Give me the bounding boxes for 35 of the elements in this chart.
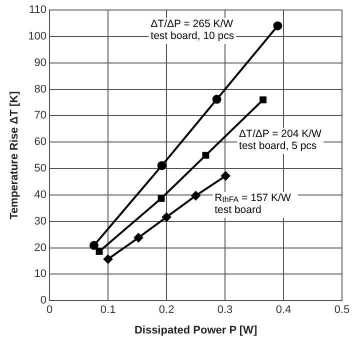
y-tick-label: 0 bbox=[40, 294, 47, 307]
point bbox=[191, 191, 200, 200]
y-tick-label: 90 bbox=[34, 56, 47, 69]
y-tick-label: 70 bbox=[34, 110, 47, 122]
x-tick-label: 0.5 bbox=[334, 304, 350, 316]
y-tick-label: 110 bbox=[29, 4, 47, 16]
point bbox=[273, 21, 282, 30]
x-tick-label: 0.2 bbox=[158, 304, 174, 316]
y-tick-label: 30 bbox=[34, 215, 47, 228]
y-tick-label: 40 bbox=[34, 188, 47, 201]
x-tick-label: 0.1 bbox=[100, 304, 116, 316]
y-tick-label: 50 bbox=[34, 162, 47, 175]
y-tick-label: 20 bbox=[34, 242, 47, 254]
point bbox=[157, 161, 166, 170]
x-axis-title: Dissipated Power P [W] bbox=[134, 324, 258, 336]
text: ΔT/ΔP = 265 K/W test board, 10 pcs bbox=[150, 18, 234, 42]
x-tick-label: 0.4 bbox=[276, 304, 292, 316]
point bbox=[212, 94, 222, 104]
point bbox=[221, 171, 230, 180]
y-tick-label: 100 bbox=[28, 30, 47, 42]
y-tick-label: 80 bbox=[34, 83, 47, 96]
point bbox=[260, 96, 267, 104]
y-tick-label: 60 bbox=[34, 136, 47, 148]
point bbox=[96, 248, 103, 255]
point bbox=[104, 254, 113, 264]
point bbox=[202, 152, 210, 159]
series-label: ΔT/ΔP = 204 K/W test board, 5 pcs bbox=[239, 128, 322, 152]
point bbox=[158, 194, 165, 202]
point bbox=[134, 233, 143, 242]
y-axis-title: Temperature Rise ΔT [K] bbox=[8, 90, 21, 220]
point bbox=[162, 212, 172, 222]
series-label: RthFA = 157 K/W test board bbox=[214, 192, 291, 216]
x-tick-label: 0.3 bbox=[217, 304, 233, 316]
y-tick-label: 10 bbox=[34, 268, 47, 280]
point bbox=[90, 240, 99, 250]
